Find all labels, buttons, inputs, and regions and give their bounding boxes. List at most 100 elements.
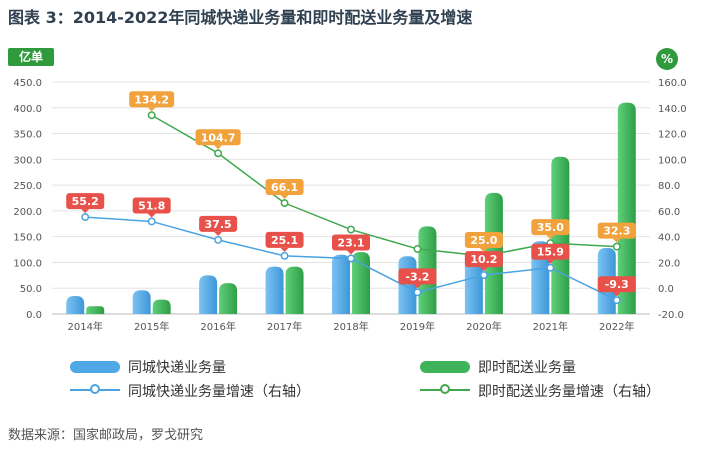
- same-city-growth-point: [479, 271, 488, 280]
- same-city-growth-data-label-bg: [531, 243, 570, 260]
- left-axis-tick-label: 250.0: [13, 181, 42, 192]
- chart-title: 图表 3：2014-2022年同城快递业务量和即时配送业务量及增速: [8, 8, 473, 27]
- instant-delivery-growth-data-label: 35.0: [537, 221, 564, 234]
- legend-label-green-bar: 即时配送业务量: [478, 360, 576, 376]
- instant-delivery-growth-data-label-bg: [464, 232, 503, 248]
- right-axis-tick-label: 20.0: [658, 258, 680, 269]
- x-axis-tick-label: 2022年: [599, 320, 634, 333]
- instant-delivery-growth-data-label-bg: [195, 129, 241, 146]
- left-axis-unit-badge: 亿单: [8, 48, 54, 66]
- left-axis-tick-label: 450.0: [13, 78, 42, 89]
- same-city-growth-point: [280, 251, 289, 260]
- same-city-growth-data-label: 25.1: [271, 234, 298, 247]
- left-axis-tick-label: 150.0: [13, 233, 42, 244]
- same-city-growth-data-label: 51.8: [138, 199, 165, 212]
- instant-delivery-growth-data-label-bg: [531, 219, 570, 236]
- x-axis-tick-label: 2020年: [466, 320, 501, 333]
- same-city-growth-data-label-bg: [332, 234, 370, 251]
- right-axis-tick-label: 60.0: [658, 207, 680, 218]
- same-city-growth-data-label-pointer: [81, 209, 90, 214]
- legend-label-blue-bar: 同城快递业务量: [128, 360, 226, 376]
- instant-delivery-growth-data-label: 25.0: [470, 234, 497, 247]
- same-city-growth-data-label-pointer: [612, 292, 621, 297]
- right-axis-unit-badge: %: [656, 48, 678, 70]
- instant-delivery-growth-data-label-pointer: [280, 195, 289, 200]
- legend-swatch-green-bar: [420, 361, 470, 373]
- instant-delivery-growth-data-label: 104.7: [201, 131, 236, 144]
- same-city-growth-data-label: -9.3: [605, 278, 629, 291]
- x-axis-tick-label: 2015年: [134, 320, 169, 333]
- right-axis-tick-label: 40.0: [658, 233, 680, 244]
- same-city-growth-data-label: 10.2: [470, 253, 497, 266]
- bar-same-city-express: [66, 295, 85, 314]
- bar-instant-delivery: [219, 283, 238, 314]
- same-city-growth-point: [612, 296, 621, 305]
- instant-delivery-growth-data-label-pointer: [546, 235, 555, 240]
- legend-marker-green-line: [440, 384, 450, 394]
- source-note: 数据来源：国家邮政局，罗戈研究: [8, 428, 204, 443]
- instant-delivery-growth-point: [612, 242, 621, 251]
- x-axis-tick-label: 2018年: [333, 320, 368, 333]
- bar-instant-delivery: [152, 299, 171, 314]
- legend-marker-blue-line: [90, 384, 100, 394]
- instant-delivery-growth-data-label-bg: [265, 179, 304, 196]
- instant-delivery-growth-point: [280, 199, 289, 207]
- bar-instant-delivery: [285, 266, 304, 314]
- same-city-growth-data-label-bg: [398, 268, 437, 285]
- same-city-growth-data-label-pointer: [280, 247, 289, 252]
- same-city-growth-data-label: 15.9: [537, 246, 564, 259]
- right-axis-tick-label: 160.0: [658, 78, 687, 89]
- right-axis-tick-label: 120.0: [658, 130, 687, 141]
- x-axis-tick-label: 2016年: [200, 320, 235, 333]
- bar-same-city-express: [398, 256, 417, 314]
- x-axis-tick-label: 2019年: [400, 320, 435, 333]
- same-city-growth-point: [413, 288, 422, 297]
- same-city-growth-point: [347, 254, 355, 263]
- x-axis-tick-label: 2017年: [267, 320, 302, 333]
- left-axis-tick-label: 0.0: [26, 310, 42, 321]
- x-axis-tick-label: 2014年: [67, 320, 102, 333]
- right-axis-tick-label: 100.0: [658, 155, 687, 166]
- same-city-growth-data-label-bg: [464, 251, 503, 268]
- bar-same-city-express: [332, 254, 350, 314]
- instant-delivery-growth-point: [347, 225, 355, 234]
- instant-delivery-growth-point: [413, 244, 422, 253]
- right-axis-tick-label: -20.0: [658, 310, 684, 321]
- right-axis-tick-label: 0.0: [658, 284, 674, 295]
- same-city-growth-data-label-bg: [265, 231, 304, 248]
- same-city-growth-point: [81, 213, 90, 222]
- same-city-growth-data-label: 55.2: [72, 195, 99, 208]
- same-city-growth-data-label-bg: [132, 197, 171, 214]
- same-city-growth-data-label-bg: [199, 215, 238, 232]
- instant-delivery-growth-data-label: 134.2: [134, 93, 169, 106]
- instant-delivery-growth-data-label: 32.3: [603, 225, 630, 238]
- x-axis-tick-label: 2021年: [533, 320, 568, 333]
- left-axis-tick-label: 100.0: [13, 258, 42, 269]
- same-city-growth-data-label-pointer: [479, 267, 488, 272]
- same-city-growth-point: [214, 235, 223, 244]
- legend-label-blue-line: 同城快递业务量增速（右轴）: [128, 384, 310, 400]
- bar-same-city-express: [199, 275, 218, 314]
- same-city-growth-data-label: 23.1: [337, 236, 364, 249]
- same-city-growth-data-label: 37.5: [205, 218, 232, 231]
- left-axis-tick-label: 400.0: [13, 104, 42, 115]
- instant-delivery-growth-point: [147, 111, 156, 120]
- same-city-growth-data-label: -3.2: [405, 270, 429, 283]
- same-city-growth-data-label-bg: [66, 193, 105, 210]
- bar-same-city-express: [132, 290, 151, 314]
- left-axis-tick-label: 50.0: [20, 284, 42, 295]
- right-axis-tick-label: 140.0: [658, 104, 687, 115]
- instant-delivery-growth-point: [214, 149, 223, 158]
- instant-delivery-growth-data-label-bg: [597, 222, 636, 239]
- legend-label-green-line: 即时配送业务量增速（右轴）: [478, 384, 660, 400]
- left-axis-tick-label: 350.0: [13, 130, 42, 141]
- same-city-growth-data-label-pointer: [347, 250, 355, 255]
- instant-delivery-growth-data-label: 66.1: [271, 181, 298, 194]
- same-city-growth-data-label-pointer: [147, 213, 156, 218]
- same-city-growth-data-label-bg: [597, 276, 636, 293]
- bar-instant-delivery: [617, 102, 636, 314]
- same-city-growth-point: [147, 217, 156, 226]
- right-axis-tick-label: 80.0: [658, 181, 680, 192]
- same-city-growth-point: [546, 263, 555, 272]
- bar-instant-delivery: [86, 306, 105, 314]
